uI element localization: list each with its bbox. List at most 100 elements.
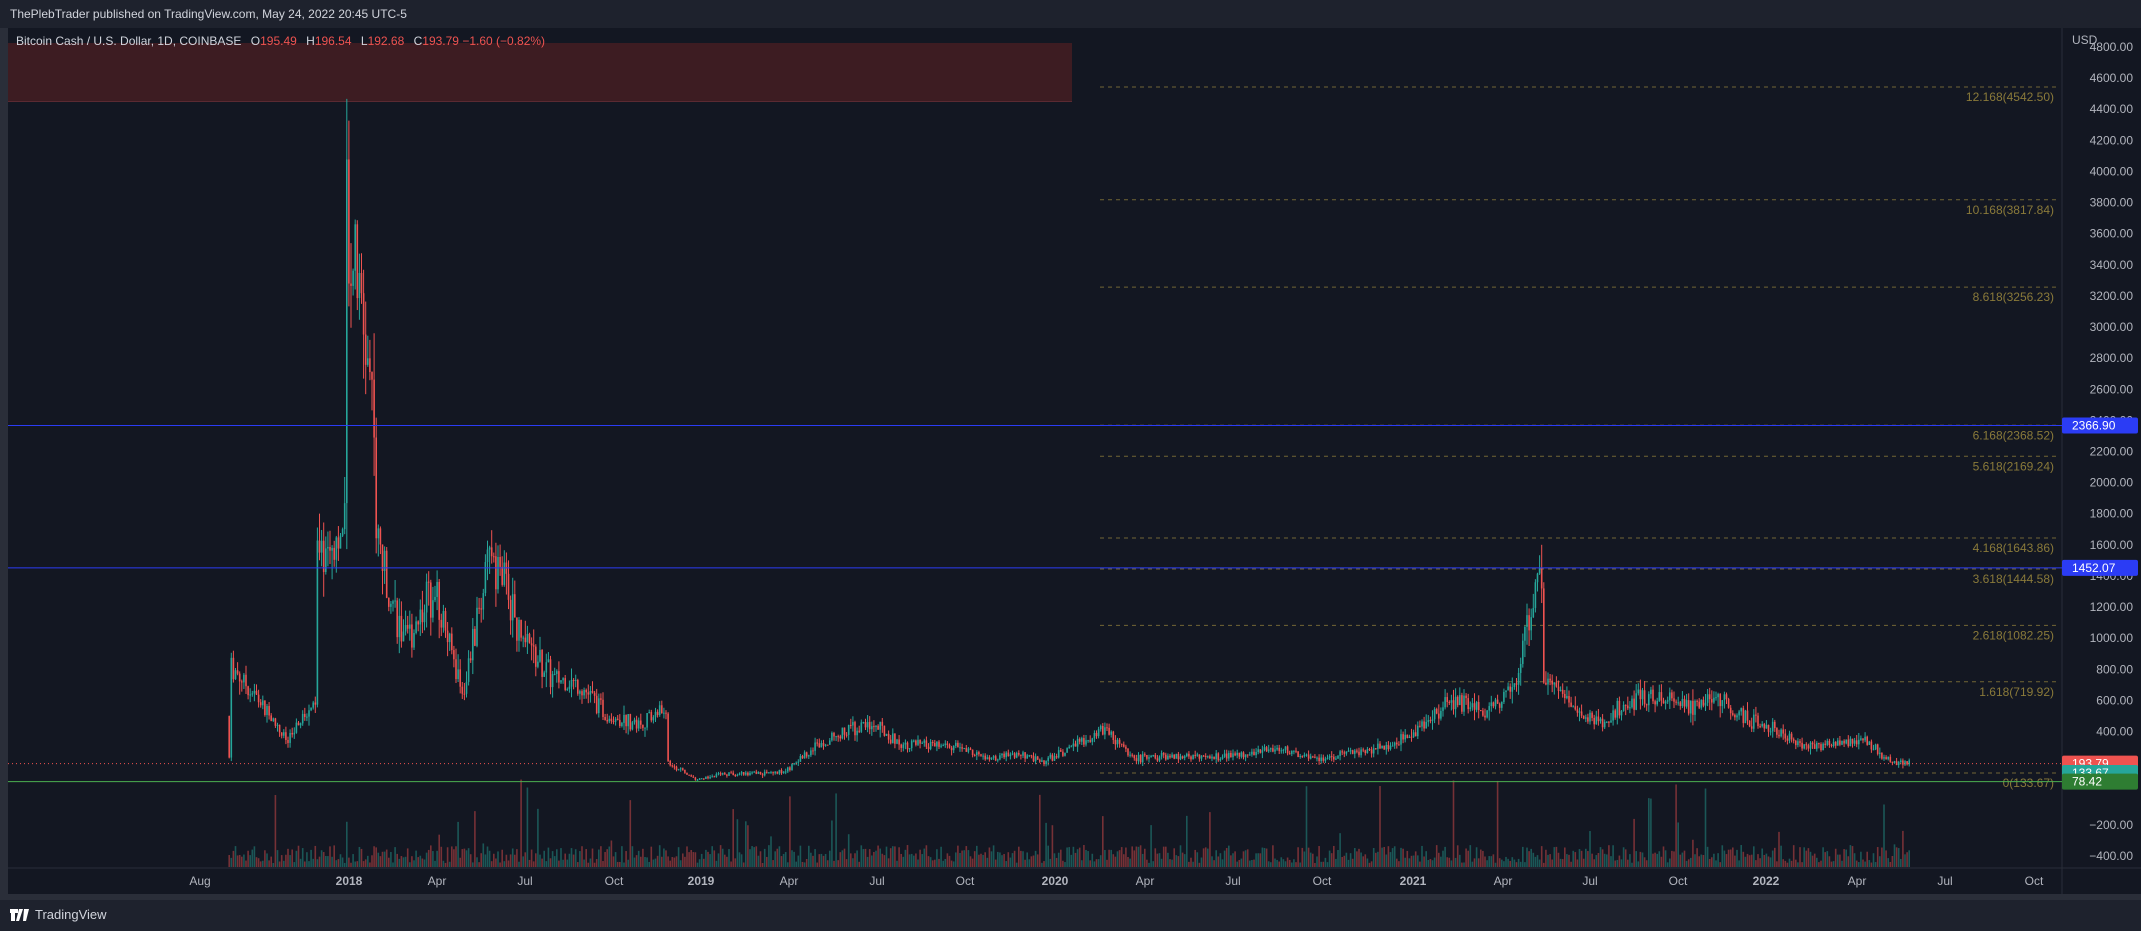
chart-canvas[interactable]: 12.168(4542.50)10.168(3817.84)8.618(3256… <box>0 0 2141 900</box>
tradingview-logo[interactable]: TradingView <box>10 907 107 922</box>
volume-bar <box>625 851 627 867</box>
volume-bar <box>1467 850 1469 867</box>
price-tick: 4800.00 <box>2090 40 2134 54</box>
candle-body <box>1431 719 1434 721</box>
volume-bar <box>608 846 611 867</box>
candle-body <box>1171 754 1173 758</box>
candle-body <box>1230 752 1232 758</box>
volume-bar <box>1679 854 1682 867</box>
candle-body <box>343 503 346 530</box>
candle-body <box>1595 716 1598 725</box>
volume-bar <box>1423 856 1425 867</box>
volume-bar <box>917 859 919 867</box>
volume-bar <box>1335 858 1337 867</box>
candle-body <box>1784 733 1787 739</box>
volume-bar <box>1370 861 1373 867</box>
candle-body <box>287 739 289 743</box>
resistance-zone <box>8 43 1072 102</box>
candle-body <box>952 745 955 751</box>
volume-bar <box>581 846 583 867</box>
volume-bar <box>480 853 482 867</box>
volume-bar <box>833 860 835 867</box>
candle-body <box>1333 756 1335 760</box>
candle-body <box>898 739 900 745</box>
volume-bar <box>665 850 667 867</box>
candle-body <box>1225 753 1228 759</box>
volume-bar <box>1112 854 1115 867</box>
volume-bar <box>866 856 869 867</box>
candle-body <box>1270 748 1272 750</box>
candle-body <box>1099 725 1102 730</box>
candle-body <box>621 722 623 726</box>
volume-bar <box>1362 856 1364 867</box>
candle-body <box>1803 744 1805 749</box>
candle-body <box>1324 758 1327 761</box>
volume-bar <box>871 855 873 867</box>
volume-bar <box>1259 853 1262 867</box>
volume-bar <box>1717 853 1719 867</box>
volume-bar <box>604 852 606 867</box>
volume-bar <box>621 846 623 867</box>
candle-body <box>587 692 590 695</box>
candle-body <box>925 740 928 747</box>
candle-body <box>1093 733 1096 739</box>
candle-body <box>474 628 476 646</box>
candle-body <box>1473 703 1476 710</box>
candle-body <box>957 742 959 748</box>
volume-bar <box>717 853 720 867</box>
volume-bar <box>1828 856 1831 867</box>
volume-bar <box>1803 847 1805 867</box>
candle-body <box>1858 739 1860 745</box>
volume-bar <box>335 860 338 867</box>
candle-body <box>1522 640 1524 664</box>
candle-body <box>883 725 886 736</box>
volume-bar <box>1515 862 1518 867</box>
price-tag-1452-bg <box>2062 559 2138 576</box>
candle-body <box>1419 725 1421 727</box>
volume-bar <box>1820 860 1822 867</box>
volume-bar <box>654 858 657 867</box>
volume-bar <box>1421 845 1423 867</box>
volume-bar <box>1221 859 1224 867</box>
volume-bar <box>1855 860 1858 867</box>
volume-bar <box>1104 849 1106 867</box>
volume-bar <box>606 849 608 867</box>
volume-bar <box>1393 846 1396 867</box>
candle-body <box>784 771 787 773</box>
time-axis[interactable]: Aug 2018 Apr Jul Oct 2019 Apr Jul Oct 2020 Apr Jul O… <box>189 874 2044 888</box>
volume-bar <box>1792 845 1795 867</box>
candle-body <box>232 657 235 680</box>
price-tag-2366-bg <box>2062 417 2138 434</box>
volume-bar <box>610 840 613 867</box>
candle-body <box>885 733 888 736</box>
candle-body <box>528 633 531 644</box>
volume-bar <box>1255 853 1257 867</box>
price-axis-background <box>2062 28 2141 894</box>
candle-body <box>1209 756 1211 759</box>
chart-background <box>8 28 2062 894</box>
candle-body <box>1070 746 1073 748</box>
price-tick: 800.00 <box>2096 662 2133 676</box>
candle-body <box>247 686 249 696</box>
candle-body <box>654 711 657 718</box>
candle-body <box>1055 756 1058 758</box>
candle-body <box>1572 706 1574 708</box>
volume-bar <box>1053 853 1056 867</box>
candle-body <box>1034 756 1037 762</box>
volume-bar <box>1463 862 1465 867</box>
volume-bar <box>1309 852 1312 867</box>
volume-bar <box>1322 861 1325 867</box>
volume-bar <box>1286 857 1289 867</box>
candle-body <box>377 528 380 539</box>
candle-body <box>1690 700 1692 714</box>
volume-bar <box>1545 849 1547 867</box>
candle-body <box>518 619 520 641</box>
close-value: 193.79 −1.60 (−0.82%) <box>422 34 546 48</box>
candle-body <box>409 624 411 629</box>
volume-bar <box>1249 860 1251 867</box>
volume-bar <box>707 851 709 867</box>
volume-bar <box>1118 850 1121 867</box>
candle-body <box>1162 753 1165 755</box>
candle-body <box>1818 742 1820 745</box>
candle-body <box>1601 718 1604 728</box>
